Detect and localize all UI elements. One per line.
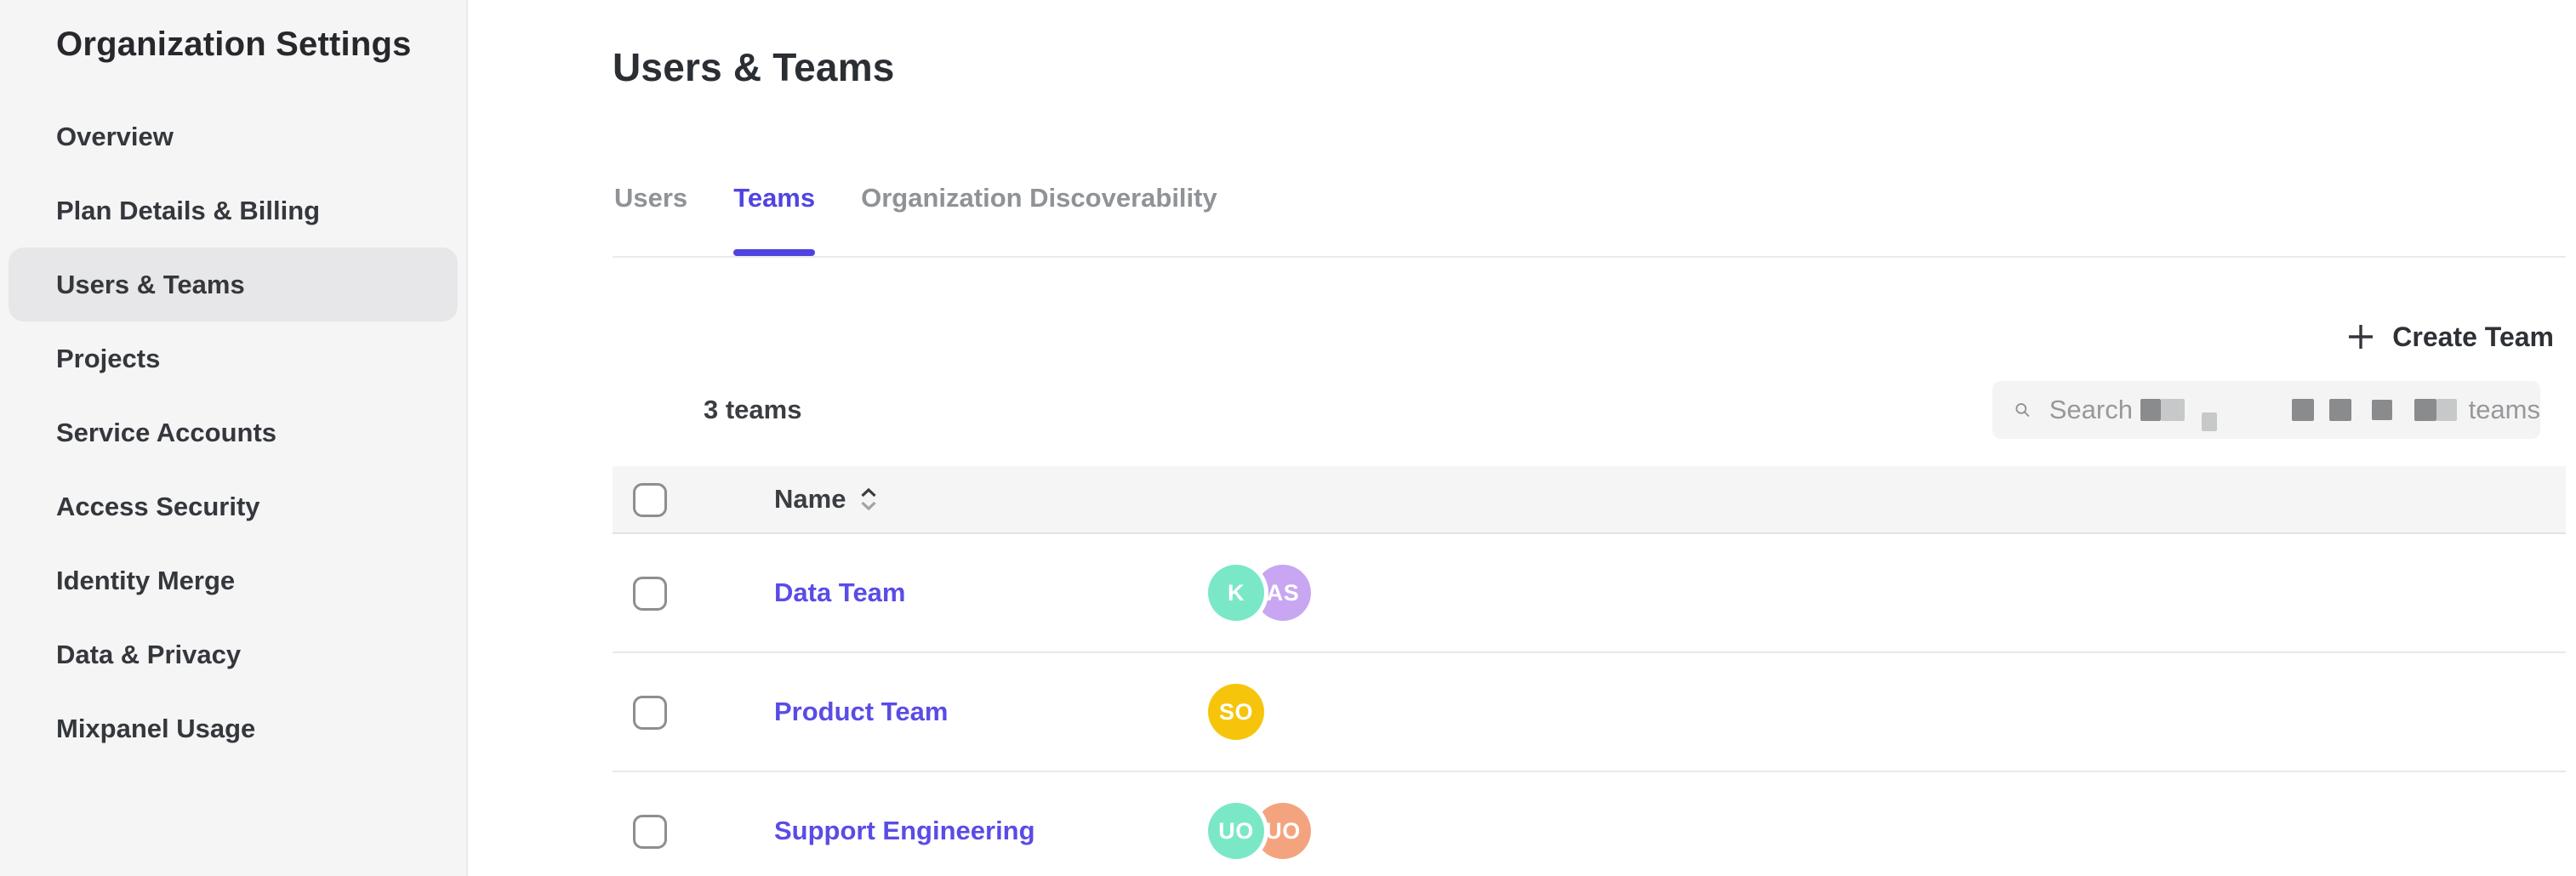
search-placeholder-text: teams (2468, 395, 2540, 424)
redacted-block (2371, 400, 2392, 420)
row-checkbox[interactable] (633, 815, 667, 849)
teams-table: Name Data Team K AS Product Team SO Support E… (613, 466, 2566, 876)
team-search-input[interactable]: Search teams (1992, 381, 2540, 439)
page-title: Users & Teams (613, 45, 895, 89)
redacted-block (2140, 399, 2161, 421)
search-placeholder: Search teams (2049, 395, 2540, 431)
sidebar-item-users-teams[interactable]: Users & Teams (9, 247, 458, 321)
column-header-name[interactable]: Name (774, 484, 878, 515)
redacted-block (2436, 399, 2457, 421)
search-placeholder-text: Search (2049, 395, 2140, 424)
avatar[interactable]: K (1208, 565, 1264, 621)
tab-bar: Users Teams Organization Discoverability (614, 180, 1217, 256)
table-body: Data Team K AS Product Team SO Support Engine… (613, 534, 2566, 876)
sidebar-item-mixpanel-usage[interactable]: Mixpanel Usage (56, 713, 256, 743)
sidebar-item-access-security[interactable]: Access Security (56, 491, 260, 521)
main-content: Users & Teams Users Teams Organization Dis… (468, 0, 2576, 876)
tab-teams[interactable]: Teams (733, 180, 815, 256)
create-team-button[interactable]: Create Team (2345, 316, 2554, 357)
avatar[interactable]: UO (1255, 803, 1311, 859)
column-header-label: Name (774, 484, 846, 514)
redacted-block (2291, 399, 2314, 421)
table-row: Support Engineering UO UO (613, 772, 2566, 876)
team-name-link[interactable]: Support Engineering (774, 816, 1035, 845)
table-row: Data Team K AS (613, 534, 2566, 653)
tabs-divider (613, 256, 2566, 258)
sidebar-title: Organization Settings (56, 26, 412, 63)
redacted-block (2328, 399, 2351, 421)
redacted-block (2160, 399, 2185, 421)
row-checkbox[interactable] (633, 577, 667, 611)
sidebar: Organization Settings Overview Plan Detai… (0, 0, 468, 876)
redacted-block (2201, 412, 2217, 431)
sidebar-item-plan-details-billing[interactable]: Plan Details & Billing (56, 195, 321, 225)
sidebar-item-projects[interactable]: Projects (56, 343, 161, 373)
sidebar-nav: Overview Plan Details & Billing Users & Te… (0, 100, 466, 765)
table-header-row: Name (613, 466, 2566, 534)
teams-count: 3 teams (704, 395, 802, 424)
team-name-link[interactable]: Data Team (774, 577, 906, 607)
table-row: Product Team SO (613, 653, 2566, 772)
sort-icon (861, 487, 877, 511)
member-avatars: UO UO (1208, 803, 1311, 859)
select-all-checkbox[interactable] (633, 483, 667, 517)
tab-users[interactable]: Users (614, 183, 688, 213)
avatar[interactable]: SO (1208, 684, 1264, 740)
team-name-link[interactable]: Product Team (774, 697, 949, 726)
redacted-block (2414, 399, 2436, 421)
tab-organization-discoverability[interactable]: Organization Discoverability (861, 183, 1217, 213)
member-avatars: SO (1208, 684, 1264, 740)
plus-icon (2349, 325, 2374, 349)
row-checkbox[interactable] (633, 696, 667, 730)
member-avatars: K AS (1208, 565, 1311, 621)
sidebar-item-overview[interactable]: Overview (56, 121, 174, 151)
sidebar-item-data-privacy[interactable]: Data & Privacy (56, 639, 242, 669)
avatar[interactable]: AS (1255, 565, 1311, 621)
create-team-label: Create Team (2392, 321, 2554, 352)
avatar[interactable]: UO (1208, 803, 1264, 859)
sidebar-item-service-accounts[interactable]: Service Accounts (56, 417, 277, 447)
sidebar-item-identity-merge[interactable]: Identity Merge (56, 565, 236, 595)
search-icon (2015, 403, 2030, 417)
